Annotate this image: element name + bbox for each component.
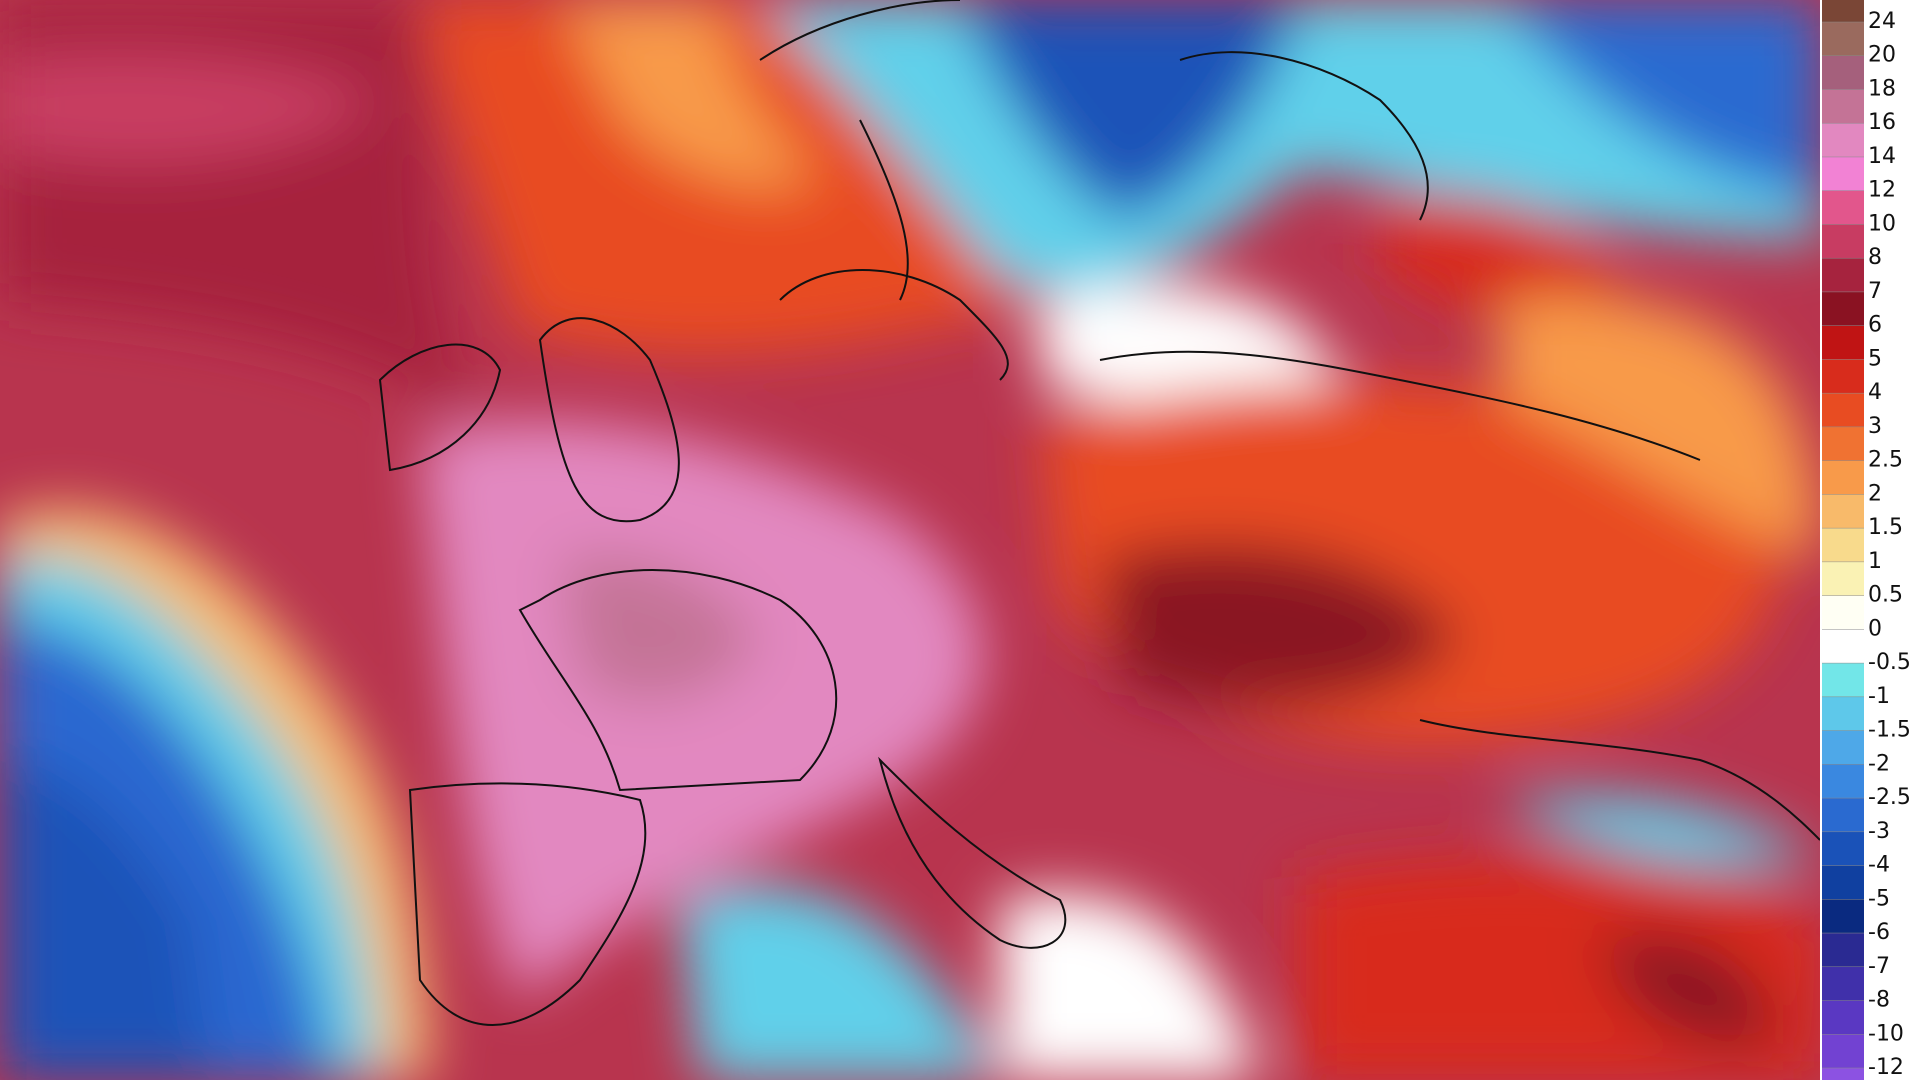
legend-label: 6 [1868,313,1882,338]
legend-label: 8 [1868,245,1882,270]
legend-label: 18 [1868,76,1896,101]
color-legend: 24 20 18 16 14 12 10 8 7 6 5 4 3 2.5 2 1.5 1 0.5 0 -0.5 -1 -1… [1822,0,1911,1080]
legend-swatch [1822,359,1864,394]
legend-swatch [1822,696,1864,731]
legend-label: 5 [1868,346,1882,371]
legend-label: -3 [1868,819,1890,844]
legend-swatch [1822,1034,1864,1068]
legend-swatch [1822,528,1864,562]
legend-label: -1 [1868,684,1890,709]
legend-label: -4 [1868,853,1890,878]
legend-label: -8 [1868,988,1890,1013]
legend-swatch [1822,629,1864,664]
legend-swatch [1822,764,1864,799]
legend-swatch [1822,831,1864,866]
legend-label: 2 [1868,481,1882,506]
legend-swatch [1822,933,1864,967]
legend-swatch [1822,494,1864,529]
legend-swatch [1822,0,1864,22]
legend-swatch [1822,190,1864,225]
legend-label: -10 [1868,1021,1904,1046]
legend-label: 2.5 [1868,448,1903,473]
legend-label: 0 [1868,616,1882,641]
legend-swatch [1822,663,1864,697]
legend-label: 24 [1868,9,1896,34]
legend-label: -7 [1868,954,1890,979]
legend-swatch [1822,1068,1864,1080]
legend-swatch [1822,730,1864,765]
legend-label: 4 [1868,380,1882,405]
anomaly-field [0,0,1820,1080]
legend-label: 10 [1868,211,1896,236]
legend-swatch [1822,258,1864,292]
legend-swatch [1822,55,1864,90]
legend-label: -6 [1868,920,1890,945]
legend-label: -0.5 [1868,650,1911,675]
legend-label: 16 [1868,110,1896,135]
legend-label: -2.5 [1868,785,1911,810]
legend-swatch [1822,22,1864,56]
legend-swatch [1822,595,1864,630]
legend-label: -5 [1868,886,1890,911]
legend-label: 3 [1868,414,1882,439]
legend-swatch [1822,156,1864,191]
legend-swatch [1822,798,1864,832]
legend-label: -1.5 [1868,718,1911,743]
legend-swatch [1822,966,1864,1001]
legend-label: -12 [1868,1055,1904,1080]
legend-swatch [1822,426,1864,461]
legend-swatch [1822,865,1864,900]
legend-swatch [1822,325,1864,360]
legend-label: 20 [1868,43,1896,68]
legend-swatch [1822,460,1864,495]
legend-label: 7 [1868,279,1882,304]
legend-label: 1 [1868,549,1882,574]
legend-label: -2 [1868,751,1890,776]
legend-label: 12 [1868,178,1896,203]
legend-swatch [1822,291,1864,326]
legend-swatch [1822,224,1864,259]
legend-label: 1.5 [1868,515,1903,540]
legend-swatch [1822,123,1864,157]
legend-swatch [1822,561,1864,596]
coastlines [378,0,1820,1026]
legend-swatch [1822,1000,1864,1035]
legend-label: 0.5 [1868,583,1903,608]
legend-label: 14 [1868,144,1896,169]
legend-swatch [1822,393,1864,427]
legend-swatch [1822,89,1864,124]
legend-swatch [1822,899,1864,934]
